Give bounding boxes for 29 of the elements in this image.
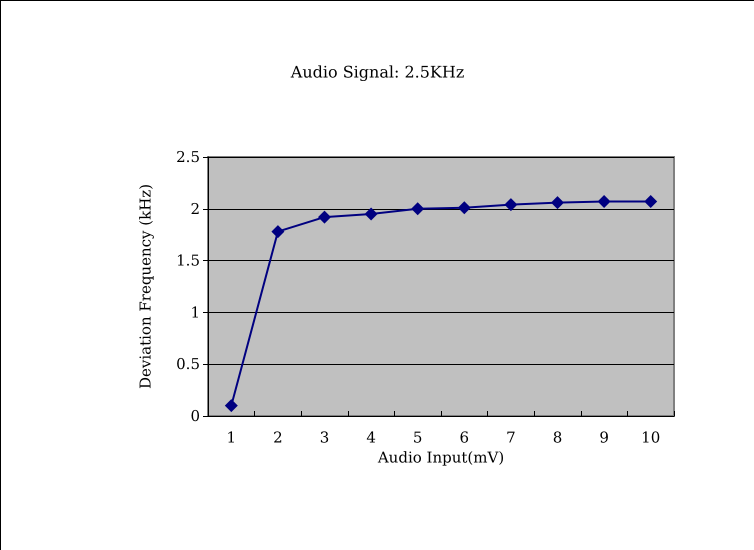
point	[364, 207, 378, 220]
point	[224, 399, 238, 412]
x-tick-label: 8	[552, 428, 562, 446]
point	[271, 225, 284, 238]
x-tick-label: 10	[641, 428, 660, 446]
x-tick-label: 4	[366, 428, 376, 446]
y-tick-label: 1	[190, 303, 200, 322]
x-tick-label: 3	[320, 428, 330, 446]
x-tick-label: 2	[273, 428, 283, 446]
x-tick-label: 7	[506, 428, 516, 446]
point	[598, 195, 611, 208]
y-tick-label: 0	[190, 407, 200, 425]
point	[551, 196, 564, 210]
y-tick-label: 0.5	[176, 355, 200, 374]
y-axis-title: Deviation Frequency (kHz)	[136, 184, 154, 390]
x-tick-label: 6	[460, 428, 470, 446]
point	[458, 201, 471, 214]
y-tick-label: 2.5	[176, 148, 200, 166]
point	[318, 210, 331, 224]
point	[504, 198, 518, 212]
x-tick-label: 1	[226, 428, 236, 446]
y-tick-label: 1.5	[176, 252, 200, 270]
point	[644, 195, 658, 208]
chart-title: Audio Signal: 2.5KHz	[290, 62, 464, 82]
x-tick-label: 9	[599, 428, 609, 446]
x-tick-label: 5	[412, 428, 422, 446]
point	[411, 202, 424, 216]
y-tick-label: 2	[190, 200, 200, 218]
x-axis-title: Audio Input(mV)	[376, 448, 504, 466]
